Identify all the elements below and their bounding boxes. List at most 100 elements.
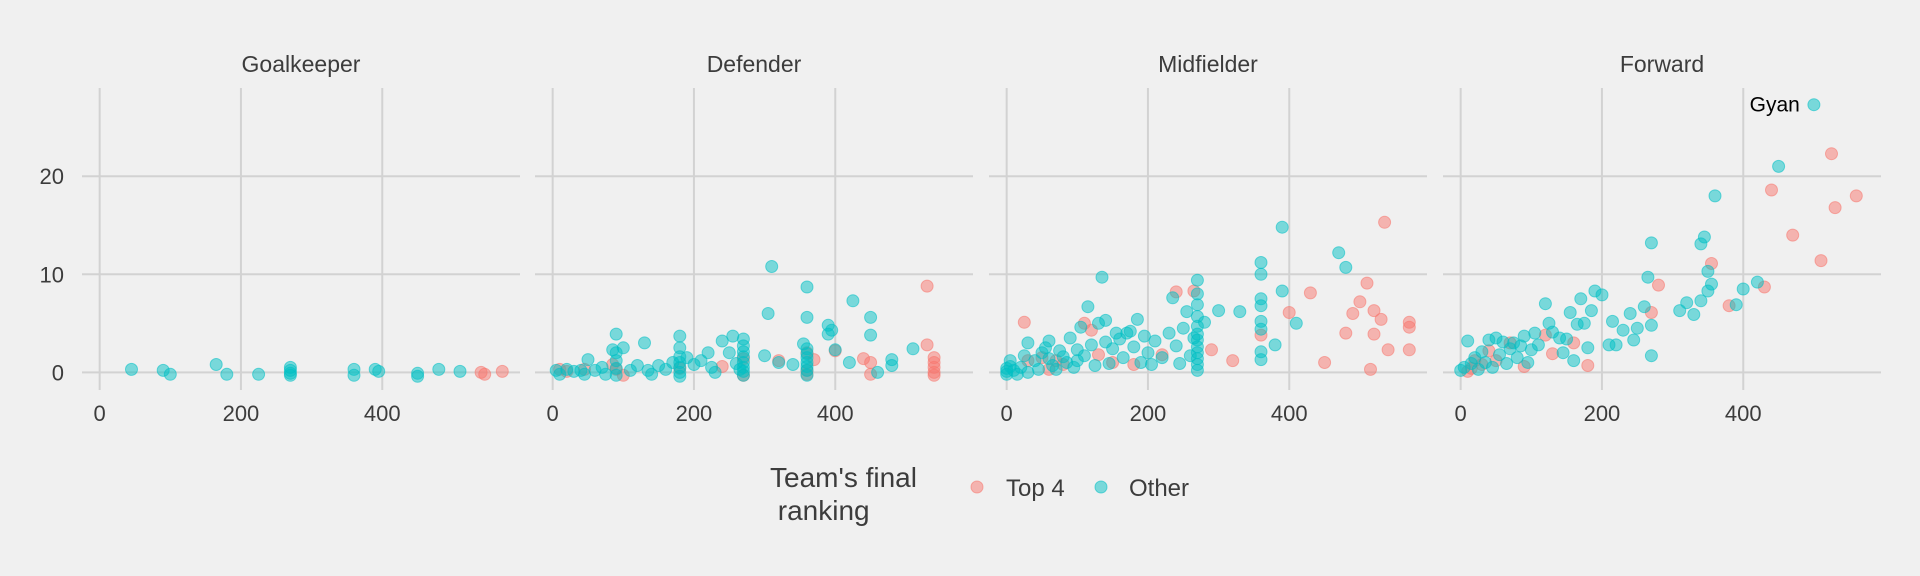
data-point-other — [715, 334, 729, 348]
data-point-other — [1190, 287, 1204, 301]
data-point-other — [581, 353, 595, 367]
data-point-other — [1212, 304, 1226, 318]
data-point-other — [209, 358, 223, 371]
panel-title-defender: Defender — [707, 51, 802, 77]
data-point-other — [609, 368, 623, 382]
data-point-top-4 — [1318, 356, 1332, 369]
data-point-other — [1772, 159, 1786, 173]
legend: Team's final ranking Top 4 Other — [770, 462, 1189, 526]
data-point-other — [1233, 305, 1247, 319]
data-point-other — [1637, 300, 1651, 314]
data-point-top-4 — [1374, 312, 1388, 326]
data-point-other — [1609, 338, 1623, 352]
data-point-other — [1500, 357, 1514, 370]
data-point-other — [1123, 324, 1137, 338]
data-point-other — [1616, 323, 1630, 337]
data-point-top-4 — [1360, 276, 1374, 290]
x-tick-label: 0 — [1455, 401, 1467, 426]
annotation-label: Gyan — [1750, 94, 1800, 117]
data-point-other — [871, 365, 885, 379]
data-point-other — [1538, 297, 1552, 311]
data-point-other — [765, 260, 779, 273]
data-point-other — [1567, 354, 1581, 368]
data-point-top-4 — [1364, 362, 1377, 376]
data-point-other — [1493, 348, 1506, 362]
data-point-other — [906, 342, 920, 356]
data-point-top-4 — [927, 368, 941, 382]
panel-forward: Forward 0 200 400 Gyan — [1443, 51, 1881, 426]
data-point-other — [1705, 277, 1718, 291]
data-point-other — [1528, 326, 1542, 340]
data-point-other — [630, 359, 644, 372]
panel-goalkeeper: Goalkeeper 0 200 400 0 10 20 — [40, 51, 520, 426]
data-point-top-4 — [1226, 354, 1240, 368]
data-point-other — [1701, 264, 1715, 278]
data-point-other — [1102, 357, 1116, 370]
x-tick-label: 0 — [1001, 401, 1013, 426]
data-point-other — [252, 367, 266, 381]
data-point-other — [1275, 284, 1289, 298]
x-tick-label: 200 — [1584, 401, 1621, 426]
data-point-top-4 — [1814, 254, 1828, 268]
data-point-top-4 — [495, 364, 509, 378]
data-point-other — [1254, 322, 1268, 336]
data-point-other — [1556, 346, 1570, 360]
data-point-other — [1680, 296, 1694, 310]
data-point-other — [1254, 299, 1268, 313]
data-point-other — [1180, 305, 1194, 319]
data-point-other — [758, 349, 772, 363]
data-point-other — [411, 369, 425, 383]
data-point-other — [1190, 298, 1204, 312]
data-point-other — [1475, 345, 1489, 359]
legend-key-top-4 — [970, 480, 984, 494]
data-point-other — [1021, 365, 1035, 379]
data-point-other — [1332, 246, 1346, 260]
data-point-top-4 — [1353, 295, 1367, 309]
data-point-other — [1021, 336, 1035, 350]
data-point-other — [722, 346, 736, 360]
data-point-other — [800, 280, 814, 294]
data-point-other — [1644, 236, 1658, 250]
data-point-other — [1032, 362, 1045, 376]
panel-defender: Defender 0 200 400 — [535, 51, 973, 426]
data-point-other — [638, 336, 651, 350]
data-point-other — [800, 310, 814, 324]
data-point-other — [283, 368, 297, 382]
data-point-other — [1088, 359, 1102, 372]
data-point-other — [1623, 307, 1637, 320]
panel-midfielder: Midfielder 0 200 400 — [989, 51, 1427, 426]
data-point-top-4 — [1339, 326, 1353, 340]
data-point-other — [1198, 315, 1211, 329]
data-point-other — [645, 367, 659, 381]
x-tick-label: 200 — [676, 401, 713, 426]
data-point-top-4 — [1367, 327, 1381, 341]
data-point-other — [1697, 230, 1711, 244]
data-point-other — [347, 368, 361, 382]
legend-label-other: Other — [1129, 475, 1189, 502]
data-point-other — [432, 362, 446, 376]
data-point-top-4 — [478, 367, 492, 381]
data-point-other — [772, 356, 786, 369]
data-point-other — [1708, 189, 1722, 203]
data-point-other — [1173, 357, 1187, 370]
data-point-other — [1166, 291, 1180, 305]
data-point-other — [673, 329, 687, 343]
data-point-other — [846, 294, 860, 308]
data-point-other — [708, 365, 722, 379]
data-point-other — [1095, 270, 1109, 284]
data-point-top-4 — [1378, 215, 1392, 229]
legend-label-top-4: Top 4 — [1006, 475, 1065, 502]
data-point-other — [1531, 338, 1545, 352]
data-point-other — [1694, 294, 1708, 308]
x-tick-label: 400 — [364, 401, 401, 426]
x-tick-label: 400 — [1725, 401, 1762, 426]
data-point-other — [761, 307, 775, 320]
data-point-other — [1486, 360, 1499, 374]
data-point-other — [1807, 98, 1821, 112]
data-point-top-4 — [1402, 343, 1416, 357]
data-point-other — [1268, 338, 1282, 352]
data-point-other — [1339, 260, 1353, 274]
